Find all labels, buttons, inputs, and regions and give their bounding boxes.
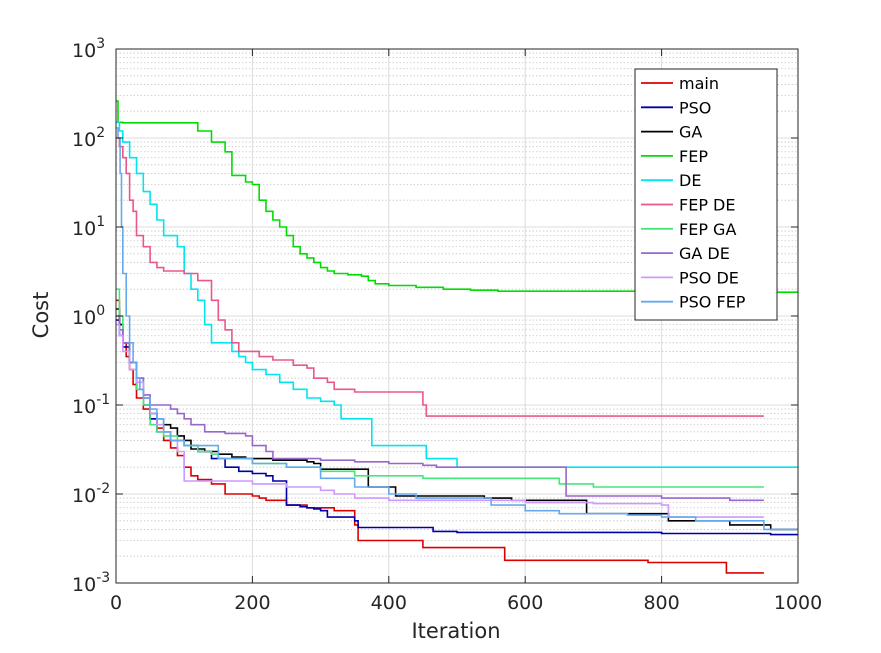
series-line-de bbox=[116, 121, 798, 468]
y-tick-label: 10-1 bbox=[72, 392, 110, 418]
x-tick-label: 600 bbox=[507, 592, 543, 614]
legend-label-ga: GA bbox=[679, 123, 702, 142]
y-tick-label: 101 bbox=[72, 214, 105, 240]
y-axis-label: Cost bbox=[29, 292, 53, 339]
series-line-fep-de bbox=[116, 137, 764, 417]
legend-label-fep-de: FEP DE bbox=[679, 196, 735, 215]
series-line-pso-fep bbox=[116, 127, 798, 531]
series-line-ga-de bbox=[116, 315, 764, 502]
series-lines bbox=[116, 100, 798, 574]
y-tick-label: 10-3 bbox=[72, 570, 110, 596]
y-tick-label: 103 bbox=[72, 36, 105, 62]
legend-label-de: DE bbox=[679, 171, 701, 190]
x-tick-label: 1000 bbox=[774, 592, 822, 614]
legend-label-ga-de: GA DE bbox=[679, 244, 730, 263]
x-axis-label: Iteration bbox=[411, 619, 500, 643]
legend: main PSO GA FEP DE FEP DE FEP GA GA DE PSO DE PSO… bbox=[634, 68, 778, 321]
legend-label-pso-fep: PSO FEP bbox=[679, 293, 746, 312]
y-tick-label: 10-2 bbox=[72, 481, 110, 507]
x-tick-label: 400 bbox=[371, 592, 407, 614]
y-tick-label: 102 bbox=[72, 125, 105, 151]
legend-label-fep: FEP bbox=[679, 147, 708, 166]
legend-label-pso-de: PSO DE bbox=[679, 268, 739, 287]
series-line-fep bbox=[116, 100, 798, 293]
legend-label-fep-ga: FEP GA bbox=[679, 220, 736, 239]
legend-label-main: main bbox=[679, 74, 719, 93]
x-tick-label: 200 bbox=[234, 592, 270, 614]
y-tick-label: 100 bbox=[72, 303, 105, 329]
x-tick-label: 800 bbox=[643, 592, 679, 614]
legend-label-pso: PSO bbox=[679, 98, 711, 117]
series-line-main bbox=[116, 299, 764, 574]
x-tick-label: 0 bbox=[110, 592, 122, 614]
tick-labels: 0 200 400 600 800 1000 10-3 10-2 10-1 100 101 102 10… bbox=[72, 36, 822, 614]
